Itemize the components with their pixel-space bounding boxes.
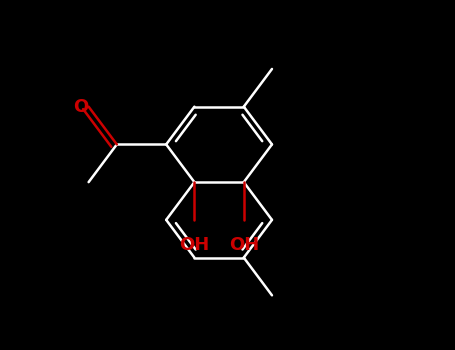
Text: OH: OH bbox=[179, 236, 209, 254]
Text: O: O bbox=[73, 98, 88, 116]
Text: OH: OH bbox=[229, 236, 259, 254]
